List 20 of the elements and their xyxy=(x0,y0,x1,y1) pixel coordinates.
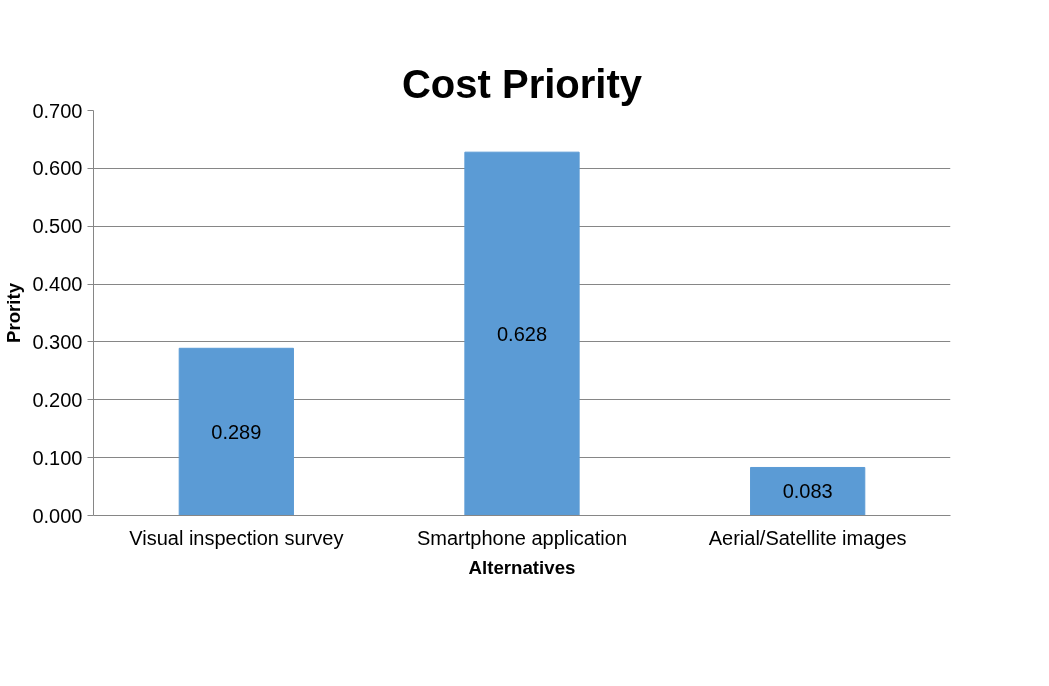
y-tick-label: 0.200 xyxy=(32,388,83,411)
x-tick-label: Aerial/Satellite images xyxy=(708,526,907,549)
y-tick-label: 0.400 xyxy=(32,273,83,296)
y-tick-label: 0.600 xyxy=(32,157,83,180)
data-label: 0.289 xyxy=(211,420,262,443)
y-tick-label: 0.100 xyxy=(32,446,83,469)
y-tick-label: 0.700 xyxy=(32,99,83,122)
chart-title: Cost Priority xyxy=(401,61,643,106)
y-tick-label: 0.500 xyxy=(32,215,83,238)
x-tick-label: Visual inspection survey xyxy=(129,526,344,549)
data-label: 0.628 xyxy=(496,322,548,345)
bar xyxy=(464,151,580,516)
bar xyxy=(750,466,866,516)
bar xyxy=(178,347,294,516)
x-axis-title: Alternatives xyxy=(468,556,576,578)
y-tick-label: 0.300 xyxy=(32,330,83,353)
y-tick-label: 0.000 xyxy=(32,504,83,527)
data-label: 0.083 xyxy=(782,480,833,503)
x-tick-label: Smartphone application xyxy=(416,526,628,549)
y-axis-title: Prority xyxy=(3,282,25,344)
